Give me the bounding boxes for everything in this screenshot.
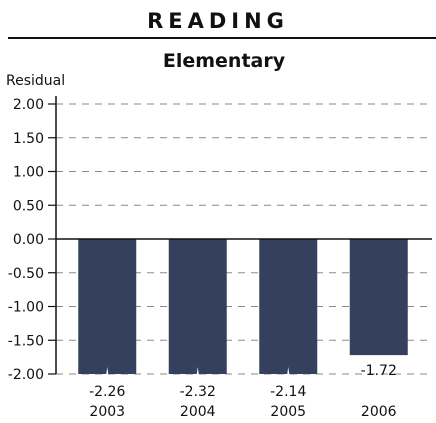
y-tick-label: 0.00 — [13, 232, 44, 248]
y-axis-label: Residual — [6, 73, 65, 89]
category-label-2005: 2005 — [270, 404, 306, 420]
value-label-2005: -2.14 — [270, 384, 306, 400]
category-label-2004: 2004 — [180, 404, 216, 420]
value-label-2003: -2.26 — [89, 384, 125, 400]
y-tick-label: -0.50 — [8, 266, 44, 282]
y-tick-label: 1.00 — [13, 165, 44, 181]
y-tick-label: -1.00 — [8, 300, 44, 316]
y-tick-label: 2.00 — [13, 97, 44, 113]
y-tick-label: -1.50 — [8, 333, 44, 349]
bar-2004 — [168, 239, 227, 374]
bar-2003 — [78, 239, 137, 374]
category-label-2003: 2003 — [89, 404, 125, 420]
category-label-2006: 2006 — [361, 404, 397, 420]
bar-layer — [78, 239, 408, 374]
section-title: READING — [147, 9, 289, 33]
value-label-2004: -2.32 — [180, 384, 216, 400]
axis-layer — [48, 96, 432, 375]
y-tick-label: 0.50 — [13, 198, 44, 214]
y-tick-label: -2.00 — [8, 367, 44, 383]
value-label-2006: -1.72 — [361, 363, 397, 379]
chart-title: Elementary — [163, 50, 286, 72]
label-layer: 2.00 1.50 1.00 0.50 0.00 -0.50 -1.00 -1.50 -2.00… — [8, 97, 397, 420]
bar-2005 — [259, 239, 318, 374]
y-tick-label: 1.50 — [13, 131, 44, 147]
bar-2006 — [349, 239, 408, 356]
